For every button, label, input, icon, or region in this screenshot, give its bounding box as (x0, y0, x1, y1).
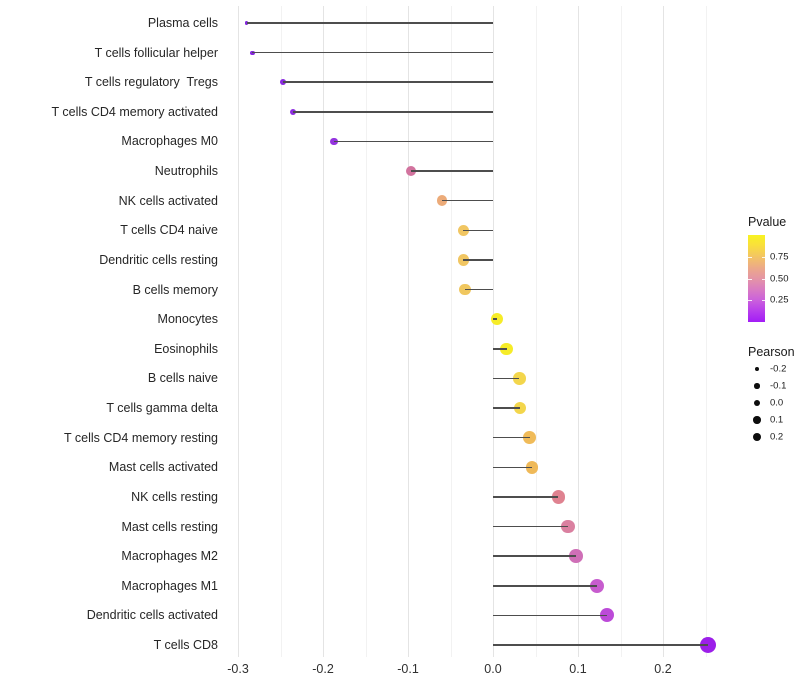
gridline-major (323, 6, 324, 657)
x-axis-tick-label: 0.2 (654, 662, 672, 676)
y-axis-label: T cells regulatory Tregs (84, 75, 218, 90)
gridline-minor (705, 6, 707, 657)
lollipop-stem (493, 348, 507, 350)
y-axis-label: NK cells resting (131, 489, 218, 504)
lollipop-stem (493, 466, 533, 469)
lollipop-stem (493, 318, 498, 320)
lollipop-stem (493, 496, 559, 498)
pvalue-tick-mark (748, 256, 752, 258)
lollipop-stem (493, 407, 521, 409)
y-axis-label: Macrophages M0 (121, 134, 218, 149)
pvalue-tick-mark (748, 300, 752, 302)
lollipop-dot (436, 195, 448, 207)
y-axis-label: Plasma cells (147, 16, 218, 30)
pearson-legend-title: Pearson (748, 345, 795, 359)
gridline-major (493, 6, 494, 657)
gridline-minor (450, 6, 452, 657)
pvalue-tick-mark (761, 256, 765, 258)
lollipop-stem (464, 288, 493, 291)
y-axis-label: Eosinophils (154, 341, 218, 356)
y-axis-label: T cells CD4 naive (120, 223, 218, 238)
y-axis-label: T cells CD4 memory activated (51, 104, 219, 119)
x-axis-tick-label: -0.3 (227, 662, 249, 676)
lollipop-dot (457, 254, 469, 266)
lollipop-stem (493, 377, 520, 380)
x-axis-tick-label: 0.0 (484, 662, 502, 676)
gridline-minor (365, 6, 367, 657)
y-axis-label: Neutrophils (154, 164, 218, 179)
lollipop-stem (246, 22, 493, 24)
lollipop-stem (283, 81, 493, 83)
x-axis-tick-label: -0.1 (397, 662, 419, 676)
y-axis-label: NK cells activated (118, 193, 218, 208)
pvalue-tick-mark (761, 300, 765, 302)
lollipop-stem (493, 614, 607, 617)
y-axis-label: B cells memory (132, 282, 218, 297)
legend-size-label: 0.1 (770, 414, 784, 426)
legend-size-label: -0.2 (770, 363, 787, 375)
lollipop-stem (493, 555, 577, 557)
lollipop-dot (290, 108, 297, 115)
lollipop-stem (293, 111, 493, 113)
gridline-major (663, 6, 664, 657)
x-axis-tick-label: -0.2 (312, 662, 334, 676)
y-axis-label: T cells follicular helper (94, 45, 218, 60)
gridline-major (238, 6, 239, 657)
lollipop-stem (493, 525, 568, 528)
y-axis-label: Dendritic cells activated (86, 608, 218, 623)
pvalue-legend-title: Pvalue (748, 215, 787, 229)
pvalue-tick-mark (748, 278, 752, 280)
lollipop-dot (330, 137, 338, 146)
lollipop-stem (493, 644, 709, 646)
legend-size-label: 0.0 (770, 397, 784, 409)
gridline-minor (535, 6, 537, 657)
pvalue-tick-label: 0.25 (770, 294, 789, 306)
y-axis-label: Macrophages M2 (121, 549, 218, 564)
lollipop-stem (442, 199, 493, 202)
lollipop-stem (252, 51, 493, 54)
x-axis-tick-label: 0.1 (569, 662, 587, 676)
lollipop-stem (334, 140, 493, 143)
lollipop-dot (513, 401, 527, 415)
gridline-minor (280, 6, 282, 657)
lollipop-stem (493, 436, 530, 439)
lollipop-dot (244, 21, 249, 25)
legend-size-dot (754, 383, 760, 389)
y-axis-label: B cells naive (147, 371, 218, 386)
gridline-minor (620, 6, 622, 657)
pvalue-tick-mark (761, 278, 765, 280)
pvalue-gradient-bar (748, 235, 765, 322)
y-axis-label: T cells CD8 (153, 637, 218, 652)
lollipop-stem (493, 585, 597, 587)
y-axis-label: Mast cells activated (108, 460, 218, 475)
gridline-major (408, 6, 409, 657)
legend-size-label: -0.1 (770, 380, 787, 392)
lollipop-dot (599, 608, 614, 623)
legend-size-dot (753, 416, 761, 424)
legend-size-label: 0.2 (770, 431, 784, 443)
legend-size-dot (753, 399, 761, 407)
y-axis-label: T cells CD4 memory resting (64, 430, 218, 445)
lollipop-stem (411, 170, 493, 172)
y-axis-label: T cells gamma delta (106, 401, 218, 416)
lollipop-dot (551, 490, 566, 504)
y-axis-label: Monocytes (157, 312, 218, 327)
gridline-major (578, 6, 579, 657)
lollipop-dot (457, 224, 469, 236)
pvalue-tick-label: 0.50 (770, 273, 789, 284)
lollipop-stem (463, 229, 493, 232)
y-axis-label: Mast cells resting (121, 519, 218, 534)
lollipop-dot (589, 578, 604, 593)
y-axis-label: Macrophages M1 (121, 578, 218, 593)
pvalue-tick-label: 0.75 (770, 251, 789, 263)
legend-size-dot (754, 366, 760, 372)
legend-size-dot (752, 432, 762, 442)
y-axis-label: Dendritic cells resting (99, 252, 218, 267)
lollipop-stem (463, 259, 493, 261)
lollipop-dot (280, 79, 286, 86)
